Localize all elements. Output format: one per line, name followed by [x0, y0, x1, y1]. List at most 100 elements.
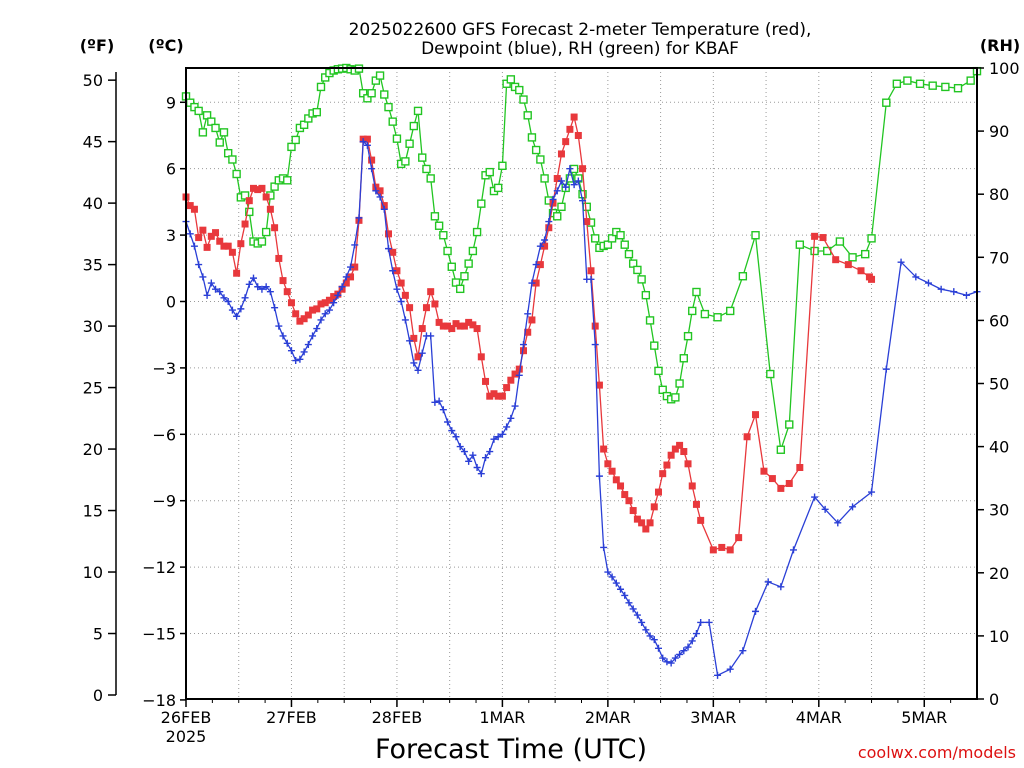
dewpoint-point [849, 503, 857, 511]
rh-point [198, 128, 208, 137]
temperature-point [439, 322, 447, 330]
f-axis-tick-label: 20 [83, 440, 103, 459]
temperature-point [304, 311, 312, 319]
c-axis-tick-label: −9 [152, 492, 176, 511]
temperature-point [266, 205, 274, 213]
dewpoint-point [325, 306, 333, 314]
dewpoint-point [469, 451, 477, 459]
temperature-point [654, 488, 662, 496]
dewpoint-point [355, 214, 363, 222]
temperature-point [709, 546, 717, 554]
c-axis-tick-label: −3 [152, 359, 176, 378]
temperature-point [621, 491, 629, 499]
temperature-point [541, 242, 549, 250]
rh-point [468, 246, 478, 256]
temperature-point [245, 197, 253, 205]
rh-point [641, 290, 651, 300]
dewpoint-point [199, 273, 207, 281]
dewpoint-point [714, 671, 722, 679]
rh-point [726, 306, 735, 316]
dewpoint-point [752, 607, 760, 615]
dewpoint-point [608, 573, 616, 581]
rh-point [211, 123, 220, 133]
rh-point [637, 275, 646, 284]
rh-point [460, 272, 469, 281]
x-axis-tick-label: 5MAR [901, 708, 947, 727]
c-axis-tick-label: −18 [142, 691, 176, 710]
dewpoint-point [338, 283, 346, 291]
temperature-point [389, 248, 397, 256]
f-axis-tick-label: 40 [83, 194, 103, 213]
rh-point [215, 138, 224, 147]
rh-point [502, 79, 511, 88]
dewpoint-point [676, 650, 684, 658]
temperature-point [671, 445, 679, 453]
rh-point [928, 81, 937, 90]
rh-point [941, 82, 950, 92]
temperature-point [507, 376, 515, 384]
dewpoint-point [207, 279, 215, 287]
dewpoint-point [834, 519, 842, 527]
temperature-point [663, 461, 671, 469]
dewpoint-point [334, 291, 342, 299]
dewpoint-point [519, 341, 527, 349]
temperature-point [549, 199, 557, 207]
temperature-point [642, 525, 650, 533]
dewpoint-point [258, 285, 266, 293]
temperature-point [287, 299, 295, 307]
dewpoint-point [444, 418, 452, 426]
y-axis-rh-label: (RH) [980, 36, 1020, 55]
series-dewpoint-line [185, 140, 978, 677]
temperature-point [351, 263, 359, 271]
dewpoint-point [401, 316, 409, 324]
temperature-point [659, 470, 667, 478]
dewpoint-point [249, 274, 257, 282]
temperature-point [448, 325, 456, 333]
rh-point [358, 89, 368, 98]
dewpoint-point [574, 177, 582, 185]
dewpoint-point [418, 349, 426, 357]
rh-point [776, 445, 786, 454]
rh-point [291, 135, 300, 145]
temperature-point [697, 516, 705, 524]
temperature-point [583, 218, 591, 226]
temperature-point [216, 237, 224, 245]
temperature-point [186, 202, 194, 210]
dewpoint-point [498, 430, 506, 438]
c-axis-tick-label: 9 [166, 93, 176, 112]
dewpoint-point [397, 297, 405, 305]
rh-axis-tick-label: 90 [989, 122, 1009, 141]
dewpoint-point [912, 273, 920, 281]
temperature-point [325, 296, 333, 304]
temperature-point [199, 226, 207, 234]
rh-point [401, 157, 410, 166]
x-axis-label: Forecast Time (UTC) [375, 734, 647, 765]
rh-point [472, 227, 482, 237]
temperature-point [190, 205, 198, 213]
temperature-point [519, 347, 527, 355]
rh-axis-tick-label: 0 [989, 690, 999, 709]
dewpoint-point [595, 472, 603, 480]
temperature-point [414, 353, 422, 361]
dewpoint-point [650, 636, 658, 644]
dewpoint-point [600, 543, 608, 551]
temperature-point [473, 325, 481, 333]
dewpoint-point [427, 332, 435, 340]
f-axis-tick-label: 10 [83, 563, 103, 582]
dewpoint-point [283, 339, 291, 347]
temperature-point [317, 300, 325, 308]
dewpoint-point [237, 305, 245, 313]
dewpoint-point [536, 242, 544, 250]
x-axis-tick-label: 4MAR [796, 708, 842, 727]
chart-title-line2: Dewpoint (blue), RH (green) for KBAF [421, 39, 739, 59]
temperature-point [587, 267, 595, 275]
dewpoint-point [671, 654, 679, 662]
rh-axis-tick-label: 70 [989, 248, 1009, 267]
x-axis-tick-label: 26FEB [161, 708, 212, 727]
rh-point [515, 85, 524, 95]
temperature-point [241, 220, 249, 228]
temperature-point [465, 318, 473, 326]
temperature-point [452, 320, 460, 328]
x-axis-tick-label: 2MAR [585, 708, 631, 727]
